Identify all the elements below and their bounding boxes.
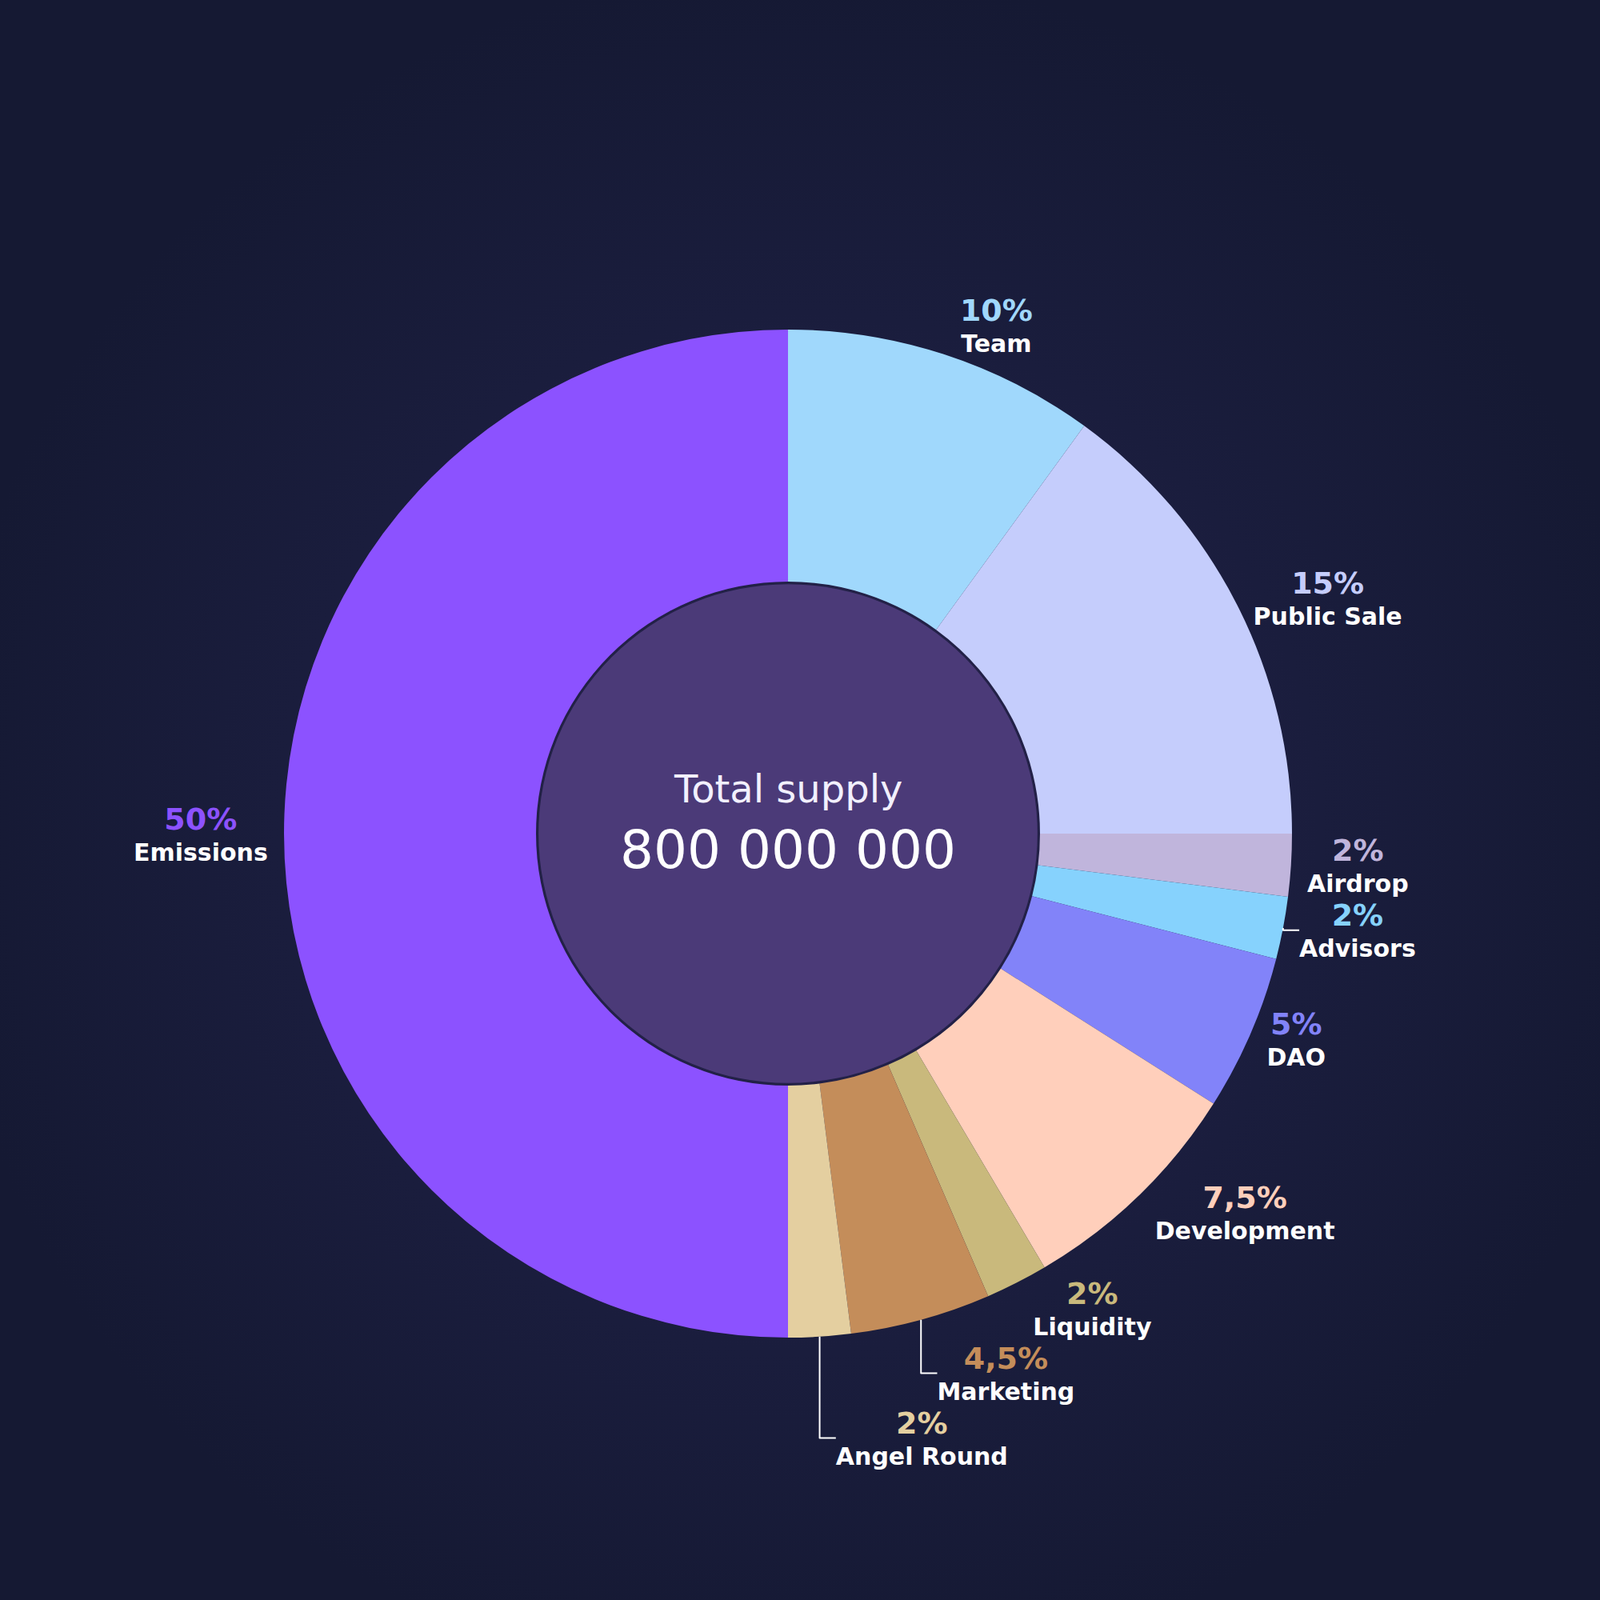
svg-text:800 000 000: 800 000 000 — [620, 819, 956, 881]
svg-text:10%Team: 10%Team — [960, 292, 1033, 358]
svg-text:50%Emissions: 50%Emissions — [133, 801, 268, 867]
svg-text:15%Public Sale: 15%Public Sale — [1253, 565, 1403, 631]
svg-text:4,5%Marketing: 4,5%Marketing — [936, 1340, 1075, 1406]
svg-text:2%Angel Round: 2%Angel Round — [836, 1405, 1008, 1471]
svg-text:2%Advisors: 2%Advisors — [1299, 897, 1416, 963]
svg-text:7,5%Development: 7,5%Development — [1155, 1180, 1336, 1245]
svg-text:2%Liquidity: 2%Liquidity — [1032, 1276, 1152, 1341]
svg-text:Total supply: Total supply — [673, 766, 903, 812]
svg-text:2%Airdrop: 2%Airdrop — [1307, 832, 1409, 898]
svg-text:5%DAO: 5%DAO — [1266, 1006, 1326, 1072]
